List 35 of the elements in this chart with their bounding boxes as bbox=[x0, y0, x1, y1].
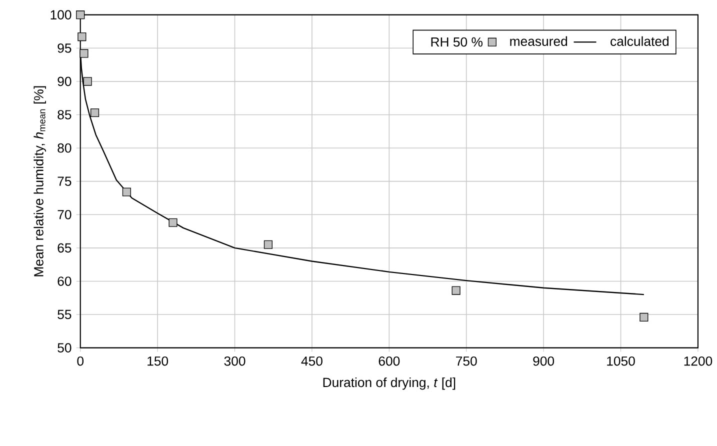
y-tick-label: 85 bbox=[58, 110, 72, 120]
x-tick-label: 150 bbox=[148, 356, 168, 366]
x-tick-label: 600 bbox=[378, 356, 400, 366]
y-tick-label: 70 bbox=[58, 210, 72, 220]
y-tick-label: 65 bbox=[58, 243, 72, 253]
y-tick-label: 55 bbox=[58, 310, 72, 320]
y-tick-label: 50 bbox=[58, 343, 72, 353]
y-tick-label: 90 bbox=[58, 76, 72, 86]
point bbox=[168, 218, 178, 228]
y-tick-label: 60 bbox=[58, 276, 72, 286]
point bbox=[80, 49, 88, 58]
legend-label: measured bbox=[510, 36, 568, 46]
legend-label: calculated bbox=[610, 36, 669, 46]
x-tick-label: 450 bbox=[301, 356, 322, 366]
point bbox=[78, 32, 86, 42]
x-tick-label: 1200 bbox=[684, 356, 712, 366]
y-tick-label: 95 bbox=[58, 44, 72, 53]
x-tick-label: 750 bbox=[456, 356, 477, 366]
y-tick-label: 100 bbox=[50, 10, 72, 20]
y-tick-label: 75 bbox=[58, 176, 72, 186]
point bbox=[264, 240, 273, 250]
point bbox=[83, 77, 92, 86]
x-tick-label: 0 bbox=[77, 356, 84, 366]
x-tick-label: 300 bbox=[224, 356, 246, 366]
y-axis-title: Mean relative humidity, h$_{mean}$ [%] bbox=[34, 86, 46, 276]
point bbox=[90, 108, 100, 118]
point bbox=[122, 188, 131, 196]
x-tick-label: 900 bbox=[533, 356, 554, 366]
point bbox=[452, 286, 460, 296]
x-tick-label: 1050 bbox=[607, 356, 635, 366]
point bbox=[640, 313, 648, 322]
x-axis-title: Duration of drying, t [d] bbox=[323, 378, 456, 390]
point bbox=[76, 10, 85, 20]
legend-title: RH 50 % bbox=[431, 38, 482, 47]
y-tick-label: 80 bbox=[58, 144, 72, 153]
